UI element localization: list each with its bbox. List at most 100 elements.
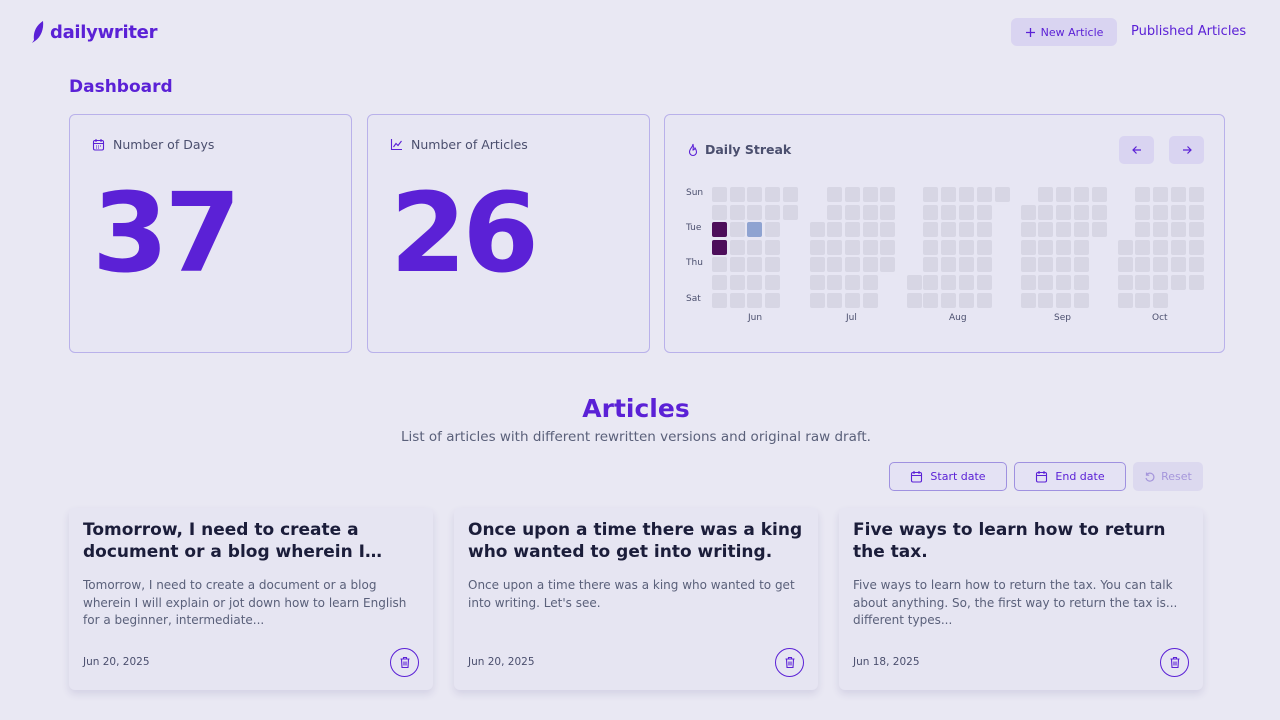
streak-day-cell xyxy=(923,204,938,220)
streak-month-label: Sep xyxy=(1054,313,1071,323)
streak-day-cell xyxy=(880,204,895,220)
streak-day-cell xyxy=(747,204,762,220)
article-card[interactable]: Once upon a time there was a king who wa… xyxy=(454,508,818,690)
streak-day-cell xyxy=(1074,204,1089,220)
streak-day-cell xyxy=(880,257,895,273)
delete-article-button[interactable] xyxy=(775,648,804,677)
streak-day-cell xyxy=(1021,239,1036,255)
reset-label: Reset xyxy=(1161,470,1192,483)
streak-day-cell xyxy=(977,257,992,273)
streak-next-button[interactable] xyxy=(1169,136,1204,164)
streak-day-cell xyxy=(1038,275,1053,290)
streak-day-cell xyxy=(765,187,780,202)
streak-day-cell xyxy=(1171,257,1186,273)
streak-day-cell xyxy=(1153,239,1168,255)
streak-prev-button[interactable] xyxy=(1119,136,1154,164)
articles-title: Articles xyxy=(582,394,690,423)
streak-day-cell xyxy=(1135,239,1150,255)
streak-day-cell xyxy=(923,292,938,308)
published-articles-link[interactable]: Published Articles xyxy=(1131,24,1247,39)
streak-day-cell xyxy=(765,204,780,220)
streak-day-cell xyxy=(1021,275,1036,290)
article-card[interactable]: Five ways to learn how to return the tax… xyxy=(839,508,1203,690)
streak-day-cell xyxy=(810,275,825,290)
streak-day-cell xyxy=(827,187,842,202)
streak-day-cell xyxy=(845,204,860,220)
streak-day-cell xyxy=(1189,222,1204,238)
streak-day-cell xyxy=(880,222,895,238)
calendar-icon xyxy=(1036,471,1048,483)
top-bar: dailywriter New Article Published Articl… xyxy=(0,0,1280,64)
streak-day-cell xyxy=(941,292,956,308)
streak-day-cell xyxy=(712,257,727,273)
streak-day-cell xyxy=(907,275,922,290)
daily-streak-header: Daily Streak xyxy=(687,142,791,157)
streak-day-cell xyxy=(765,222,780,238)
days-stat-label: Number of Days xyxy=(113,137,215,152)
streak-day-cell xyxy=(1118,257,1133,273)
article-excerpt: Five ways to learn how to return the tax… xyxy=(853,578,1178,628)
delete-article-button[interactable] xyxy=(1160,648,1189,677)
streak-day-cell xyxy=(1074,275,1089,290)
streak-day-label: Sun xyxy=(686,188,704,198)
streak-day-cell xyxy=(1135,257,1150,273)
streak-day-cell xyxy=(941,222,956,238)
delete-article-button[interactable] xyxy=(390,648,419,677)
streak-day-cell xyxy=(827,292,842,308)
streak-day-cell xyxy=(907,292,922,308)
streak-day-cell xyxy=(1092,187,1107,202)
streak-day-cell xyxy=(1135,204,1150,220)
start-date-label: Start date xyxy=(930,470,986,483)
streak-day-cell xyxy=(1153,275,1168,290)
streak-day-cell xyxy=(1118,239,1133,255)
start-date-button[interactable]: Start date xyxy=(889,462,1007,491)
article-title: Tomorrow, I need to create a document or… xyxy=(83,520,365,562)
streak-day-cell xyxy=(923,257,938,273)
end-date-button[interactable]: End date xyxy=(1014,462,1126,491)
streak-day-cell xyxy=(1189,275,1204,290)
articles-stat-label-row: Number of Articles xyxy=(390,137,528,152)
streak-day-cell xyxy=(1074,222,1089,238)
article-card[interactable]: Tomorrow, I need to create a document or… xyxy=(69,508,433,690)
streak-day-cell xyxy=(845,275,860,290)
streak-day-cell xyxy=(923,239,938,255)
streak-day-cell xyxy=(1153,292,1168,308)
streak-day-cell xyxy=(1171,222,1186,238)
streak-day-cell xyxy=(712,204,727,220)
streak-day-cell xyxy=(765,292,780,308)
streak-day-cell xyxy=(959,187,974,202)
articles-stat-value: 26 xyxy=(390,169,539,297)
streak-day-cell xyxy=(863,239,878,255)
streak-day-cell xyxy=(747,187,762,202)
article-excerpt: Tomorrow, I need to create a document or… xyxy=(83,578,407,628)
streak-day-cell xyxy=(1074,292,1089,308)
streak-day-cell xyxy=(941,239,956,255)
streak-day-cell xyxy=(1135,275,1150,290)
streak-month-label: Jul xyxy=(846,313,857,323)
streak-month-label: Oct xyxy=(1152,313,1168,323)
article-date: Jun 20, 2025 xyxy=(83,656,150,668)
articles-stat-label: Number of Articles xyxy=(411,137,528,152)
streak-day-cell xyxy=(880,187,895,202)
streak-day-cell xyxy=(730,292,745,308)
streak-day-cell xyxy=(923,275,938,290)
streak-day-cell xyxy=(827,275,842,290)
streak-day-cell xyxy=(1056,222,1071,238)
calendar-icon xyxy=(92,139,105,151)
plus-icon xyxy=(1025,27,1035,37)
streak-day-cell xyxy=(1074,187,1089,202)
streak-day-cell xyxy=(863,275,878,290)
app-logo[interactable]: dailywriter xyxy=(30,20,157,44)
new-article-button[interactable]: New Article xyxy=(1011,18,1117,46)
streak-day-cell xyxy=(1189,204,1204,220)
reset-icon xyxy=(1145,472,1155,482)
calendar-icon xyxy=(911,471,923,483)
streak-day-cell xyxy=(959,222,974,238)
line-chart-icon xyxy=(390,139,402,151)
streak-day-cell xyxy=(827,204,842,220)
streak-day-cell xyxy=(1153,187,1168,202)
streak-day-cell xyxy=(977,275,992,290)
reset-button[interactable]: Reset xyxy=(1133,462,1203,491)
streak-day-cell xyxy=(845,222,860,238)
streak-day-cell xyxy=(941,187,956,202)
